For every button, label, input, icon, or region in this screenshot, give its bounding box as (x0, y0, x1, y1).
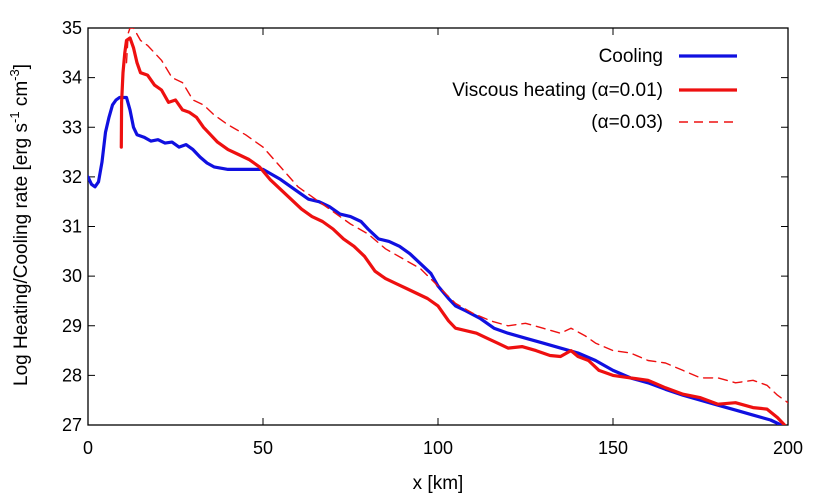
x-tick-label: 150 (598, 438, 628, 458)
y-tick-label: 30 (62, 266, 82, 286)
y-tick-label: 27 (62, 415, 82, 435)
y-tick-label: 35 (62, 18, 82, 38)
y-axis-label-unit: cm (11, 81, 32, 112)
y-axis-label-sup2: -3 (7, 69, 22, 81)
y-axis-label-sup1: -1 (7, 111, 22, 123)
series-line-2 (125, 28, 788, 404)
series-lines (88, 28, 788, 425)
legend-label-viscous-heating: Viscous heating (α=0.01) (452, 80, 663, 101)
y-axis-label-close: ] (11, 64, 32, 69)
x-tick-label: 50 (253, 438, 273, 458)
x-axis-label: x [km] (413, 473, 464, 494)
legend-label-cooling: Cooling (599, 46, 663, 67)
plot-frame (87, 27, 789, 426)
y-tick-label: 31 (62, 217, 82, 237)
y-tick-label: 32 (62, 167, 82, 187)
axis-ticks: 0 50 100 150 200 27 28 29 30 31 32 33 34 35 (62, 18, 803, 458)
legend: Cooling Viscous heating (α=0.01) (α=0.03… (452, 46, 737, 133)
legend-label-alpha-003: (α=0.03) (591, 112, 663, 133)
x-tick-label: 100 (423, 438, 453, 458)
y-tick-label: 28 (62, 365, 82, 385)
y-tick-label: 33 (62, 117, 82, 137)
x-tick-label: 0 (83, 438, 93, 458)
series-line-0 (88, 95, 783, 425)
series-line-1 (119, 36, 787, 425)
y-tick-label: 34 (62, 68, 82, 88)
y-axis-label-main: Log Heating/Cooling rate [erg s (11, 123, 32, 386)
y-tick-label: 29 (62, 316, 82, 336)
y-axis-label: Log Heating/Cooling rate [erg s-1 cm-3] (7, 64, 32, 386)
x-tick-label: 200 (773, 438, 803, 458)
